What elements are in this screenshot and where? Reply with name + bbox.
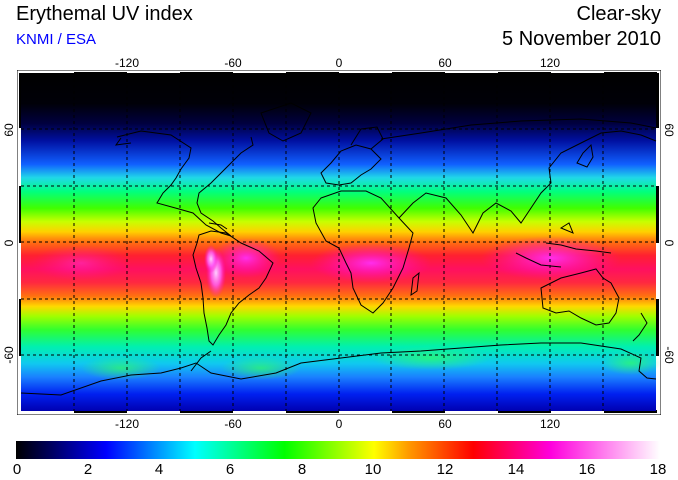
colorbar-label: 10 — [364, 461, 382, 478]
map-title: Erythemal UV index — [16, 3, 193, 25]
map-date: 5 November 2010 — [502, 28, 661, 50]
colorbar-label: 16 — [578, 461, 596, 478]
lat-tick-left: 0 — [2, 239, 16, 247]
colorbar-label: 0 — [12, 461, 22, 478]
lat-tick-right: 0 — [662, 239, 676, 247]
colorbar — [16, 441, 660, 459]
lon-tick-top: -60 — [224, 56, 242, 70]
lon-tick-bottom: -60 — [224, 417, 242, 431]
colorbar-label: 8 — [297, 461, 307, 478]
colorbar-label: 2 — [83, 461, 93, 478]
colorbar-label: 6 — [225, 461, 235, 478]
lon-tick-top: -120 — [114, 56, 140, 70]
lat-tick-left: -60 — [2, 346, 16, 364]
lat-tick-left: 60 — [2, 123, 16, 137]
lon-tick-top: 120 — [539, 56, 561, 70]
lon-tick-bottom: 60 — [438, 417, 452, 431]
colorbar-label: 4 — [154, 461, 164, 478]
colorbar-label: 18 — [649, 461, 667, 478]
lat-tick-right: -60 — [662, 346, 676, 364]
sky-condition: Clear-sky — [576, 3, 661, 25]
lon-tick-bottom: 120 — [539, 417, 561, 431]
lat-tick-right: 60 — [662, 123, 676, 137]
lon-tick-top: 0 — [335, 56, 343, 70]
colorbar-label: 12 — [436, 461, 454, 478]
map-source: KNMI / ESA — [16, 31, 97, 48]
lon-tick-top: 60 — [438, 56, 452, 70]
colorbar-label: 14 — [507, 461, 525, 478]
lon-tick-bottom: 0 — [335, 417, 343, 431]
lon-tick-bottom: -120 — [114, 417, 140, 431]
uv-index-map — [17, 70, 661, 415]
